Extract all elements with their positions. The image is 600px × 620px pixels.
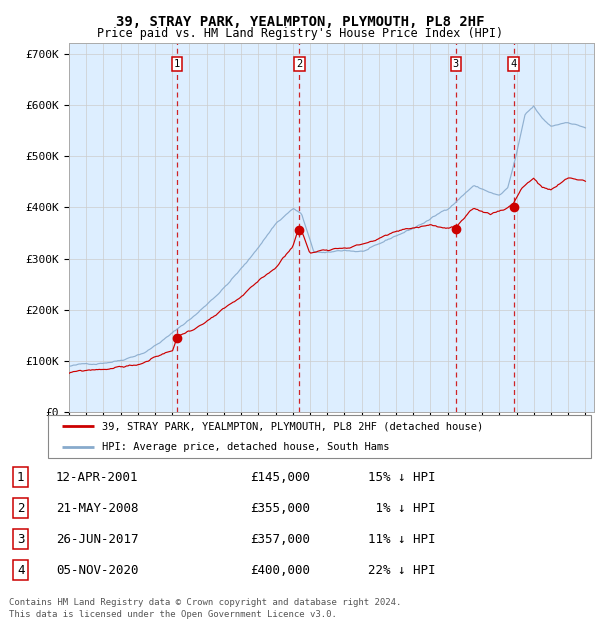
Text: 05-NOV-2020: 05-NOV-2020	[56, 564, 139, 577]
Text: £355,000: £355,000	[250, 502, 310, 515]
Text: £400,000: £400,000	[250, 564, 310, 577]
Text: 12-APR-2001: 12-APR-2001	[56, 471, 139, 484]
Text: 15% ↓ HPI: 15% ↓ HPI	[368, 471, 435, 484]
Text: 21-MAY-2008: 21-MAY-2008	[56, 502, 139, 515]
Text: 4: 4	[17, 564, 25, 577]
Text: Price paid vs. HM Land Registry's House Price Index (HPI): Price paid vs. HM Land Registry's House …	[97, 27, 503, 40]
FancyBboxPatch shape	[48, 415, 591, 458]
Text: 22% ↓ HPI: 22% ↓ HPI	[368, 564, 435, 577]
Text: £145,000: £145,000	[250, 471, 310, 484]
Text: 1: 1	[17, 471, 25, 484]
Text: 39, STRAY PARK, YEALMPTON, PLYMOUTH, PL8 2HF: 39, STRAY PARK, YEALMPTON, PLYMOUTH, PL8…	[116, 16, 484, 30]
Text: 1: 1	[174, 59, 180, 69]
Text: Contains HM Land Registry data © Crown copyright and database right 2024.
This d: Contains HM Land Registry data © Crown c…	[9, 598, 401, 619]
Text: 3: 3	[17, 533, 25, 546]
Text: £357,000: £357,000	[250, 533, 310, 546]
Text: 26-JUN-2017: 26-JUN-2017	[56, 533, 139, 546]
Text: 2: 2	[296, 59, 302, 69]
Text: 3: 3	[453, 59, 459, 69]
Text: HPI: Average price, detached house, South Hams: HPI: Average price, detached house, Sout…	[103, 441, 390, 451]
Text: 1% ↓ HPI: 1% ↓ HPI	[368, 502, 435, 515]
Text: 11% ↓ HPI: 11% ↓ HPI	[368, 533, 435, 546]
Text: 2: 2	[17, 502, 25, 515]
Text: 4: 4	[511, 59, 517, 69]
Text: 39, STRAY PARK, YEALMPTON, PLYMOUTH, PL8 2HF (detached house): 39, STRAY PARK, YEALMPTON, PLYMOUTH, PL8…	[103, 422, 484, 432]
